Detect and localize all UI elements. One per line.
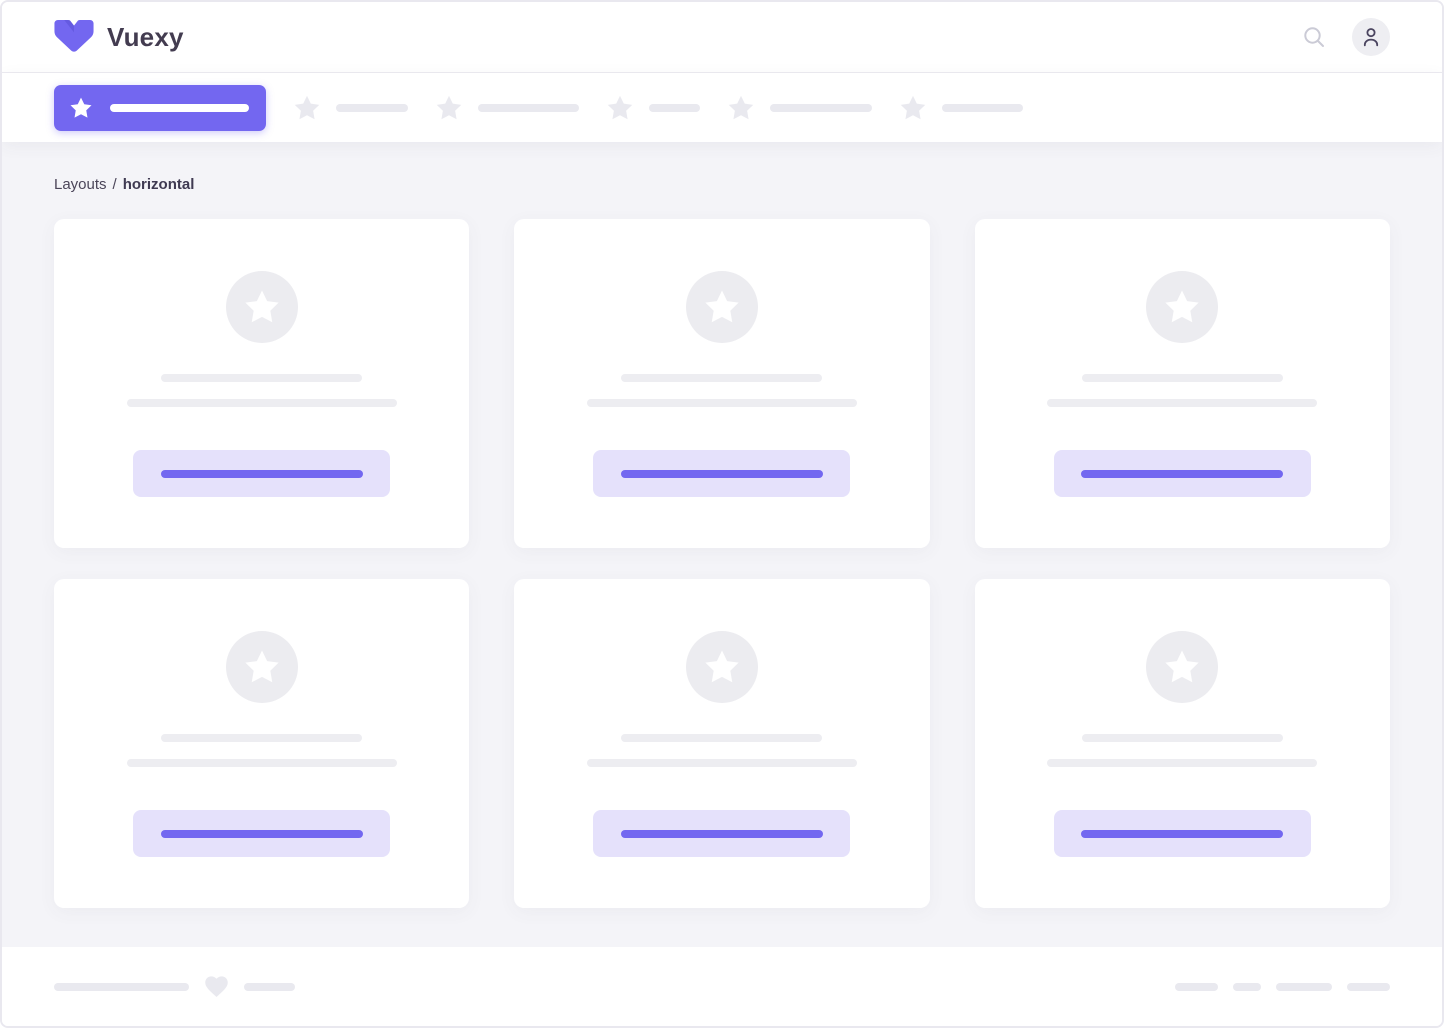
breadcrumb-current: horizontal — [122, 176, 195, 193]
nav-item-2[interactable] — [293, 94, 408, 122]
subtitle-placeholder — [1047, 399, 1318, 407]
star-icon — [606, 94, 634, 122]
star-badge — [1146, 631, 1219, 703]
title-placeholder — [1081, 374, 1283, 382]
app-header: Vuexy — [2, 2, 1442, 73]
star-icon — [1163, 288, 1201, 326]
nav-label-placeholder — [942, 103, 1023, 112]
button-label-placeholder — [160, 469, 363, 478]
nav-label-placeholder — [110, 103, 249, 112]
brand[interactable]: Vuexy — [54, 20, 184, 54]
nav-label-placeholder — [336, 103, 408, 112]
star-badge — [1146, 271, 1219, 343]
star-badge — [685, 631, 758, 703]
star-icon — [703, 288, 741, 326]
footer-link-placeholder — [1233, 982, 1261, 991]
header-actions — [1302, 18, 1390, 56]
placeholder-card — [54, 579, 470, 908]
breadcrumb-separator: / — [112, 176, 117, 193]
nav-label-placeholder — [649, 103, 700, 112]
heart-icon — [203, 973, 230, 1000]
nav-item-5[interactable] — [727, 94, 872, 122]
breadcrumb-section: Layouts — [54, 176, 107, 193]
footer-link-placeholder — [1276, 982, 1332, 991]
subtitle-placeholder — [126, 759, 397, 767]
title-placeholder — [161, 734, 363, 742]
horizontal-navbar — [2, 73, 1442, 142]
star-icon — [727, 94, 755, 122]
placeholder-button[interactable] — [593, 810, 851, 857]
title-placeholder — [1081, 734, 1283, 742]
brand-name: Vuexy — [107, 21, 184, 52]
nav-item-active[interactable] — [54, 84, 266, 131]
nav-label-placeholder — [770, 103, 872, 112]
star-icon — [703, 648, 741, 686]
title-placeholder — [621, 734, 823, 742]
star-icon — [899, 94, 927, 122]
nav-item-6[interactable] — [899, 94, 1023, 122]
placeholder-button[interactable] — [133, 810, 391, 857]
star-badge — [685, 271, 758, 343]
subtitle-placeholder — [1047, 759, 1318, 767]
title-placeholder — [161, 374, 363, 382]
placeholder-card — [54, 219, 470, 548]
placeholder-button[interactable] — [133, 450, 391, 497]
star-icon — [293, 94, 321, 122]
button-label-placeholder — [1081, 469, 1284, 478]
button-label-placeholder — [620, 469, 823, 478]
star-icon — [435, 94, 463, 122]
footer-text-placeholder — [244, 982, 295, 991]
placeholder-card — [974, 219, 1390, 548]
star-icon — [1163, 648, 1201, 686]
placeholder-button[interactable] — [1053, 450, 1311, 497]
placeholder-button[interactable] — [593, 450, 851, 497]
card-grid — [54, 219, 1390, 908]
star-badge — [225, 271, 298, 343]
nav-item-4[interactable] — [606, 94, 700, 122]
placeholder-card — [514, 219, 930, 548]
footer-left — [54, 973, 295, 1000]
star-icon — [243, 288, 281, 326]
footer-link-placeholder — [1175, 982, 1218, 991]
subtitle-placeholder — [586, 759, 857, 767]
user-icon — [1363, 28, 1379, 47]
main-content: Layouts / horizontal — [2, 142, 1442, 947]
placeholder-button[interactable] — [1053, 810, 1311, 857]
vuexy-logo-icon — [54, 20, 94, 52]
placeholder-card — [974, 579, 1390, 908]
star-icon — [69, 96, 93, 120]
button-label-placeholder — [620, 829, 823, 838]
nav-item-3[interactable] — [435, 94, 579, 122]
footer-text-placeholder — [54, 982, 189, 991]
nav-label-placeholder — [478, 103, 579, 112]
breadcrumb: Layouts / horizontal — [54, 176, 1390, 193]
app-footer — [2, 947, 1442, 1026]
footer-link-placeholder — [1347, 982, 1390, 991]
star-badge — [225, 631, 298, 703]
subtitle-placeholder — [126, 399, 397, 407]
star-icon — [243, 648, 281, 686]
placeholder-card — [514, 579, 930, 908]
title-placeholder — [621, 374, 823, 382]
footer-right — [1175, 982, 1390, 991]
button-label-placeholder — [1081, 829, 1284, 838]
subtitle-placeholder — [586, 399, 857, 407]
user-avatar[interactable] — [1352, 18, 1390, 56]
button-label-placeholder — [160, 829, 363, 838]
search-icon[interactable] — [1302, 25, 1326, 49]
